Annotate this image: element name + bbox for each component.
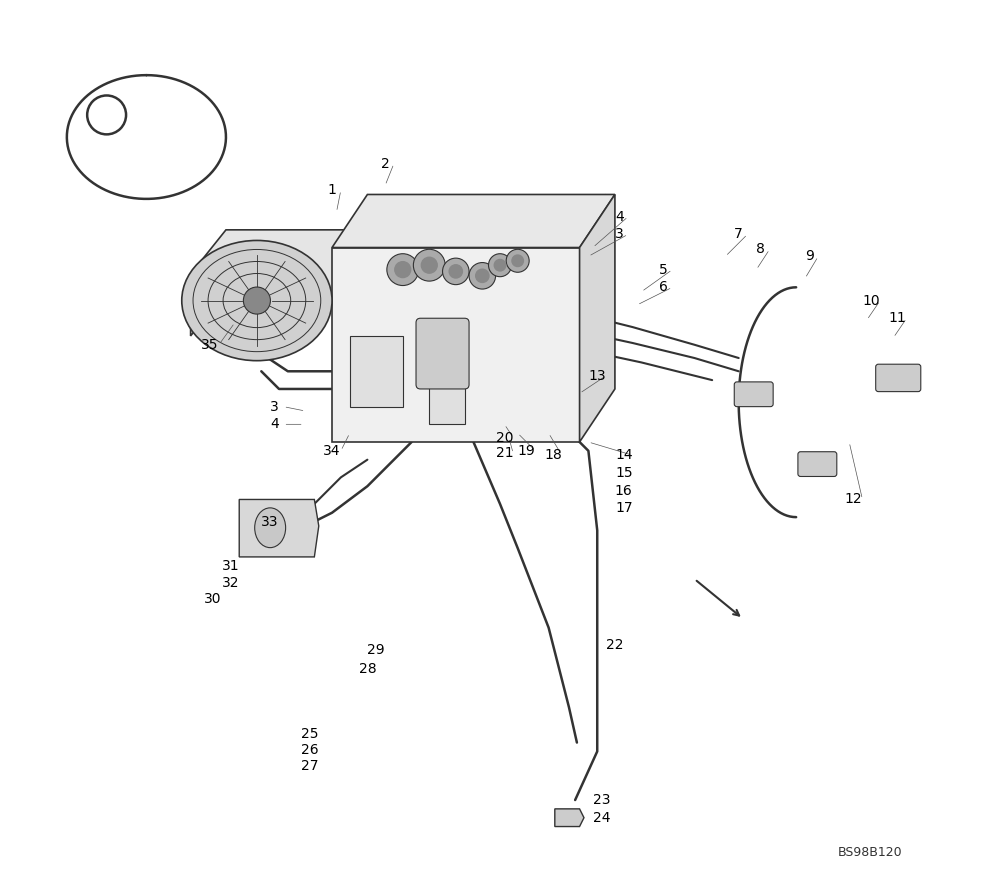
Text: 12: 12 [845, 492, 862, 507]
Circle shape [395, 262, 411, 278]
Circle shape [506, 249, 529, 272]
Text: 20: 20 [496, 431, 513, 445]
Text: 16: 16 [615, 484, 633, 498]
Polygon shape [239, 499, 319, 557]
Text: 4: 4 [270, 417, 279, 431]
Text: 5: 5 [659, 263, 668, 277]
Text: 18: 18 [544, 448, 562, 462]
Bar [429, 336, 465, 424]
Text: BS98B120: BS98B120 [838, 846, 902, 859]
Ellipse shape [182, 240, 332, 361]
FancyBboxPatch shape [798, 452, 837, 476]
Polygon shape [332, 194, 615, 248]
FancyBboxPatch shape [876, 364, 921, 392]
FancyBboxPatch shape [332, 248, 580, 442]
Text: 35: 35 [201, 338, 219, 352]
Text: 25: 25 [301, 727, 319, 741]
Text: 32: 32 [222, 576, 239, 591]
Ellipse shape [255, 507, 286, 547]
Circle shape [494, 260, 506, 271]
Text: 7: 7 [734, 227, 743, 241]
Text: 3: 3 [270, 400, 279, 414]
Text: 1: 1 [328, 183, 336, 197]
Text: 21: 21 [496, 446, 513, 461]
FancyBboxPatch shape [734, 382, 773, 407]
Circle shape [469, 263, 496, 289]
FancyBboxPatch shape [416, 318, 469, 389]
Text: 8: 8 [756, 242, 765, 256]
Text: 13: 13 [588, 369, 606, 383]
Bar [350, 336, 403, 407]
Text: 9: 9 [805, 249, 814, 263]
Text: 4: 4 [615, 210, 624, 224]
Text: 17: 17 [615, 501, 633, 515]
Text: 11: 11 [889, 311, 907, 325]
Text: 10: 10 [862, 293, 880, 308]
Circle shape [512, 255, 523, 267]
Text: 6: 6 [659, 280, 668, 294]
Circle shape [489, 254, 511, 277]
Text: 31: 31 [222, 559, 239, 573]
Text: 27: 27 [301, 759, 319, 774]
Text: 15: 15 [615, 466, 633, 480]
Circle shape [413, 249, 445, 281]
Text: 34: 34 [323, 444, 341, 458]
Text: 19: 19 [518, 444, 535, 458]
Circle shape [421, 257, 437, 273]
Text: 23: 23 [593, 793, 610, 807]
Text: 3: 3 [615, 227, 624, 241]
Polygon shape [191, 194, 606, 336]
Polygon shape [580, 194, 615, 442]
Text: 33: 33 [261, 514, 279, 529]
Circle shape [449, 265, 462, 278]
Polygon shape [555, 809, 584, 827]
Text: 30: 30 [204, 592, 221, 606]
Circle shape [443, 258, 469, 285]
Text: 22: 22 [606, 638, 624, 652]
Text: 14: 14 [615, 448, 633, 462]
Text: 26: 26 [301, 743, 319, 757]
Circle shape [243, 287, 270, 314]
Text: 24: 24 [593, 811, 610, 825]
Text: 29: 29 [367, 643, 385, 657]
Text: 2: 2 [381, 156, 389, 171]
Circle shape [476, 269, 489, 282]
Text: 28: 28 [359, 662, 376, 676]
Circle shape [387, 254, 419, 286]
